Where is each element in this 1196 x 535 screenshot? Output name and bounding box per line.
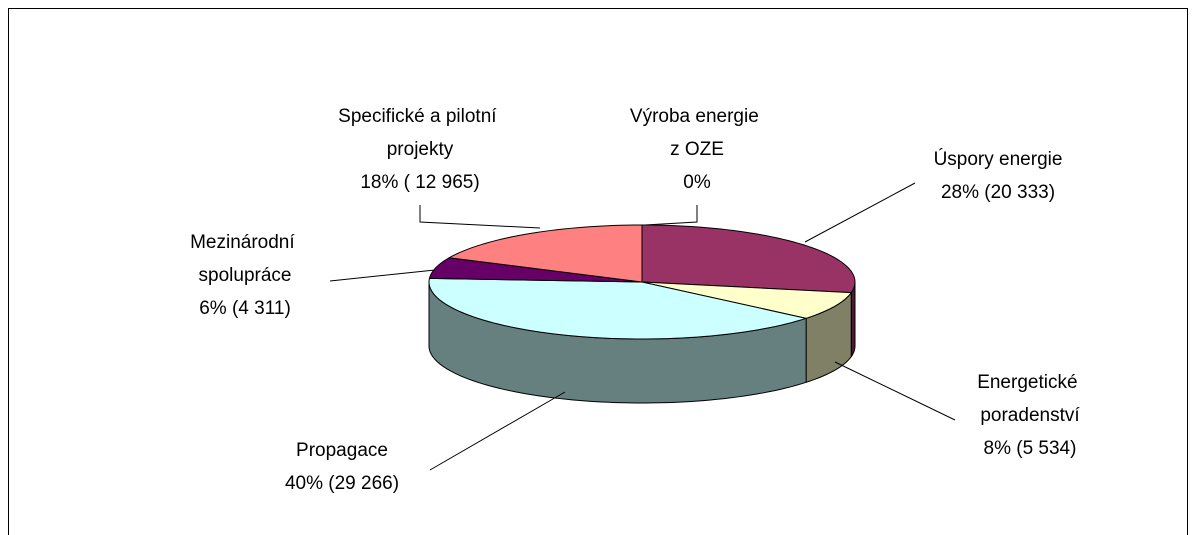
pie-slice (641, 281, 852, 319)
leader-line (644, 205, 698, 226)
leader-line (329, 269, 436, 282)
category-label: Mezinárodní spolupráce (190, 232, 300, 286)
value-label: 0% (683, 172, 711, 193)
leader-line (419, 205, 541, 229)
pie-slice-side (850, 281, 856, 358)
category-label: Specifické a pilotní projekty (338, 106, 502, 160)
pie-slice (428, 257, 643, 283)
leader-line (804, 182, 916, 243)
pie-slice (448, 224, 643, 283)
value-label: 8% (5 534) (984, 438, 1077, 459)
pie-slice (641, 224, 856, 294)
pie-slice (428, 277, 807, 340)
leader-line (834, 361, 956, 421)
category-label: Výroba energie z OZE (630, 106, 764, 160)
category-label: Úspory energie (934, 148, 1063, 170)
value-label: 18% ( 12 965) (360, 172, 479, 193)
category-label: Propagace (296, 440, 388, 461)
category-label: Energetické poradenství (977, 372, 1083, 426)
value-label: 28% (20 333) (941, 182, 1055, 203)
leader-line (429, 391, 566, 471)
value-label: 6% (4 311) (199, 298, 291, 319)
chart-frame (8, 8, 1188, 535)
value-label: 40% (29 266) (285, 473, 399, 494)
